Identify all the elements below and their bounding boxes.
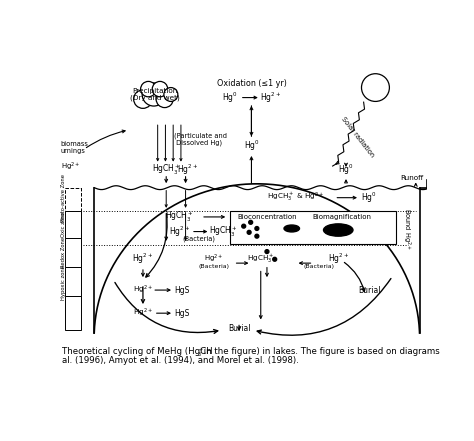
Text: Burial: Burial bbox=[228, 324, 250, 333]
Text: Redox Zone: Redox Zone bbox=[62, 237, 66, 268]
Text: HgS: HgS bbox=[174, 309, 190, 318]
Text: Theoretical cycling of MeHg (HgCH: Theoretical cycling of MeHg (HgCH bbox=[63, 347, 213, 356]
Text: Bound Hg$^{2+}$: Bound Hg$^{2+}$ bbox=[401, 208, 412, 250]
Circle shape bbox=[273, 258, 277, 261]
Circle shape bbox=[152, 82, 168, 97]
Text: biomass
urnings: biomass urnings bbox=[61, 142, 89, 154]
Text: HgCH$_3^+$ & Hg$^{2+}$: HgCH$_3^+$ & Hg$^{2+}$ bbox=[267, 191, 324, 204]
Circle shape bbox=[242, 224, 246, 228]
Text: Hg$^{2+}$: Hg$^{2+}$ bbox=[132, 252, 154, 266]
Text: Hg$^{2+}$: Hg$^{2+}$ bbox=[133, 307, 153, 319]
Text: al. (1996), Amyot et al. (1994), and Morel et al. (1998).: al. (1996), Amyot et al. (1994), and Mor… bbox=[63, 355, 299, 365]
Text: Hypoxic zone: Hypoxic zone bbox=[62, 265, 66, 300]
Text: Precipitation
(Dry and wet): Precipitation (Dry and wet) bbox=[130, 88, 180, 101]
Text: HgCH$_3^+$: HgCH$_3^+$ bbox=[165, 210, 194, 224]
Text: Burial: Burial bbox=[358, 286, 381, 295]
Text: HgS: HgS bbox=[174, 286, 190, 295]
Text: Hg$^0$: Hg$^0$ bbox=[244, 138, 259, 153]
Circle shape bbox=[249, 220, 253, 224]
Circle shape bbox=[265, 250, 269, 254]
Text: (Particulate and
 Dissolved Hg): (Particulate and Dissolved Hg) bbox=[174, 132, 227, 146]
Bar bbox=[230, 211, 396, 244]
Text: Hg$^{2+}$: Hg$^{2+}$ bbox=[204, 253, 224, 265]
Circle shape bbox=[247, 230, 251, 234]
Bar bbox=[65, 238, 81, 267]
Circle shape bbox=[156, 91, 173, 108]
Text: (Bacteria): (Bacteria) bbox=[199, 265, 230, 269]
Bar bbox=[65, 188, 81, 211]
Circle shape bbox=[142, 83, 165, 106]
Text: in the figure) in lakes. The figure is based on diagrams: in the figure) in lakes. The figure is b… bbox=[201, 347, 440, 356]
Text: $_3^+$: $_3^+$ bbox=[197, 347, 204, 359]
Circle shape bbox=[164, 88, 178, 101]
Text: Biomagnification: Biomagnification bbox=[313, 214, 372, 220]
Text: Hg$^{2+}$: Hg$^{2+}$ bbox=[328, 252, 349, 266]
Bar bbox=[65, 296, 81, 330]
Circle shape bbox=[134, 90, 152, 108]
Text: Hg$^0$: Hg$^0$ bbox=[361, 191, 377, 205]
Text: Hg$^{2+}$: Hg$^{2+}$ bbox=[61, 161, 80, 173]
Circle shape bbox=[141, 82, 156, 97]
Text: (Bacteria): (Bacteria) bbox=[182, 235, 215, 242]
Text: HgCH$_3^+$: HgCH$_3^+$ bbox=[152, 163, 181, 177]
Circle shape bbox=[255, 234, 259, 238]
Text: Runoff: Runoff bbox=[401, 175, 423, 181]
Bar bbox=[65, 211, 81, 238]
Bar bbox=[65, 267, 81, 296]
Text: HgCH$_3^+$: HgCH$_3^+$ bbox=[209, 224, 238, 239]
Ellipse shape bbox=[324, 224, 353, 236]
Text: (Bacteria): (Bacteria) bbox=[303, 265, 334, 269]
Text: Hg$^0$: Hg$^0$ bbox=[338, 163, 354, 177]
Text: Photo-active Zone: Photo-active Zone bbox=[62, 174, 66, 222]
Text: Hg$^0$: Hg$^0$ bbox=[222, 90, 237, 105]
Ellipse shape bbox=[284, 225, 300, 232]
Circle shape bbox=[255, 227, 259, 230]
Text: Hg$^{2+}$: Hg$^{2+}$ bbox=[169, 224, 190, 239]
Text: Bioconcentration: Bioconcentration bbox=[237, 214, 297, 220]
Circle shape bbox=[362, 74, 390, 101]
Text: Oxic zone: Oxic zone bbox=[62, 211, 66, 237]
Text: Solar radiation: Solar radiation bbox=[340, 116, 375, 159]
Text: HgCH$_3^+$: HgCH$_3^+$ bbox=[247, 253, 274, 265]
Text: Hg$^{2+}$: Hg$^{2+}$ bbox=[177, 163, 198, 177]
Text: Hg$^{2+}$: Hg$^{2+}$ bbox=[133, 284, 153, 296]
Text: Oxidation (≤1 yr): Oxidation (≤1 yr) bbox=[217, 79, 286, 88]
Text: Hg$^{2+}$: Hg$^{2+}$ bbox=[260, 90, 281, 105]
